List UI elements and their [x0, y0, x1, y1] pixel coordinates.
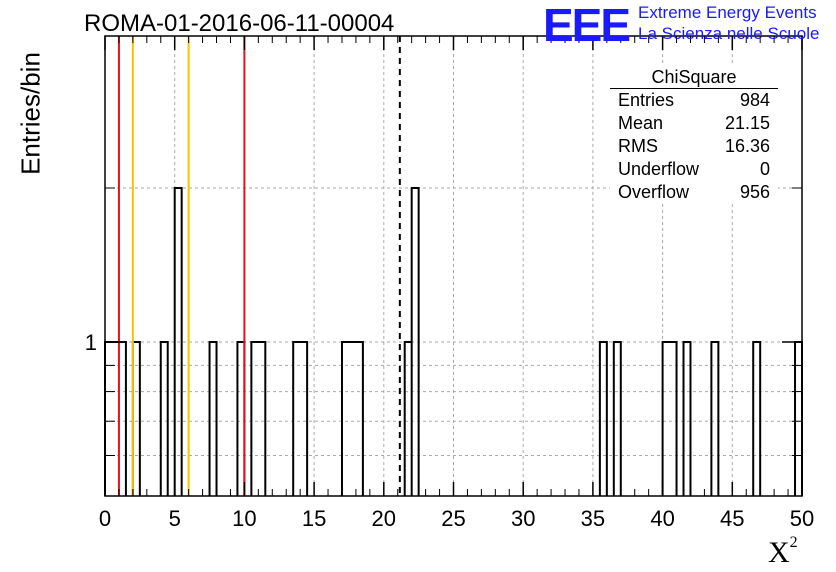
- stats-value: 956: [739, 182, 770, 202]
- x-axis-label-base: X: [768, 536, 790, 569]
- logo-line-1: Extreme Energy Events: [638, 3, 817, 22]
- stats-row: RMS 16.36: [610, 135, 778, 158]
- stats-title: ChiSquare: [610, 66, 778, 89]
- stats-row: Underflow 0: [610, 158, 778, 181]
- logo-line-2: La Scienza nelle Scuole: [638, 24, 820, 43]
- x-tick-label: 50: [790, 506, 814, 531]
- stats-row: Overflow 956: [610, 181, 778, 204]
- stats-value: 21.15: [724, 113, 770, 133]
- axis-ticks: 0 5 10 15 20 25 30 35 40 45 50 1: [85, 36, 814, 531]
- x-tick-label: 15: [302, 506, 326, 531]
- x-tick-label: 35: [581, 506, 605, 531]
- x-axis-label: X2: [768, 534, 798, 570]
- stats-row: Entries 984: [610, 89, 778, 112]
- stats-row: Mean 21.15: [610, 112, 778, 135]
- stats-rows: Entries 984 Mean 21.15 RMS 16.36 Underflow 0 Ove…: [610, 89, 778, 204]
- y-tick-label: 1: [85, 330, 97, 355]
- chart-title: ROMA-01-2016-06-11-00004: [84, 10, 395, 37]
- stats-value: 0: [759, 159, 770, 179]
- stats-label: Underflow: [618, 159, 700, 179]
- reference-lines: [117, 36, 401, 496]
- x-tick-label: 10: [232, 506, 256, 531]
- stats-label: Overflow: [618, 182, 690, 202]
- stats-label: Mean: [618, 113, 664, 133]
- stats-value: 984: [739, 90, 770, 110]
- grid-lines: [105, 36, 802, 496]
- eee-logo-text: Extreme Energy Events La Scienza nelle S…: [638, 2, 819, 44]
- x-tick-label: 25: [441, 506, 465, 531]
- x-tick-label: 30: [511, 506, 535, 531]
- x-tick-label: 45: [720, 506, 744, 531]
- x-axis-label-sup: 2: [789, 534, 798, 551]
- stats-label: Entries: [618, 90, 675, 110]
- stats-box: ChiSquare Entries 984 Mean 21.15 RMS 16.36 Und…: [610, 66, 778, 204]
- x-tick-label: 5: [169, 506, 181, 531]
- eee-logo: EEE: [543, 0, 631, 51]
- x-tick-label: 40: [650, 506, 674, 531]
- x-tick-label: 20: [372, 506, 396, 531]
- stats-value: 16.36: [724, 136, 770, 156]
- x-tick-label: 0: [99, 506, 111, 531]
- y-axis-label: Entries/bin: [15, 52, 46, 175]
- stats-label: RMS: [618, 136, 658, 156]
